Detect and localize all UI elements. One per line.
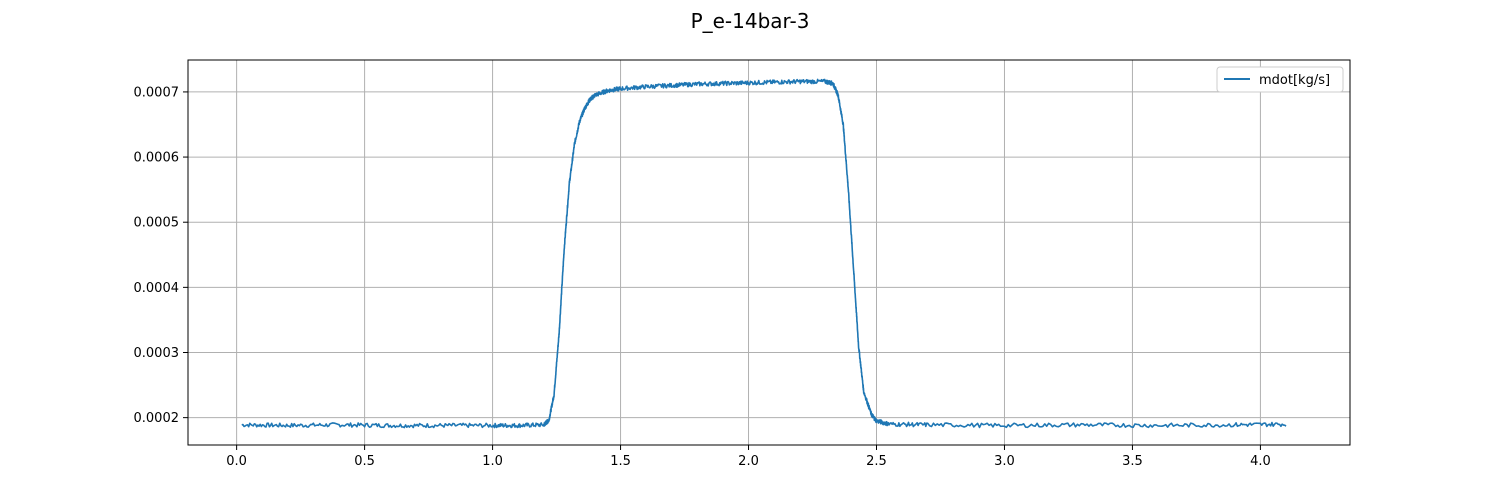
x-tick-label: 0.5 (354, 454, 375, 469)
series-layer (241, 78, 1287, 429)
x-tick-label: 1.5 (610, 454, 631, 469)
x-tick-label: 2.0 (738, 454, 759, 469)
grid (188, 60, 1350, 445)
x-tick-label: 4.0 (1250, 454, 1271, 469)
x-tick-label: 0.0 (226, 454, 247, 469)
ticks: 0.0 0.5 1.0 1.5 2.0 2.5 3.0 3.5 4.0 0.0002 0.0003 0… (134, 85, 1271, 469)
x-tick-label: 3.0 (994, 454, 1015, 469)
plot-frame (187, 59, 1351, 446)
x-tick-label: 2.5 (866, 454, 887, 469)
y-tick-label: 0.0002 (134, 411, 180, 426)
y-tick-label: 0.0005 (134, 216, 180, 231)
legend-box (1216, 66, 1344, 93)
series-line (241, 78, 1287, 429)
y-tick-label: 0.0006 (134, 151, 180, 166)
y-tick-label: 0.0007 (134, 85, 180, 100)
y-tick-label: 0.0003 (134, 346, 180, 361)
y-tick-label: 0.0004 (134, 281, 180, 296)
x-tick-label: 3.5 (1122, 454, 1143, 469)
legend: mdot[kg/s] (1216, 66, 1344, 93)
x-tick-label: 1.0 (482, 454, 503, 469)
legend-label: mdot[kg/s] (1259, 73, 1330, 88)
chart-title: P_e-14bar-3 (691, 9, 810, 33)
